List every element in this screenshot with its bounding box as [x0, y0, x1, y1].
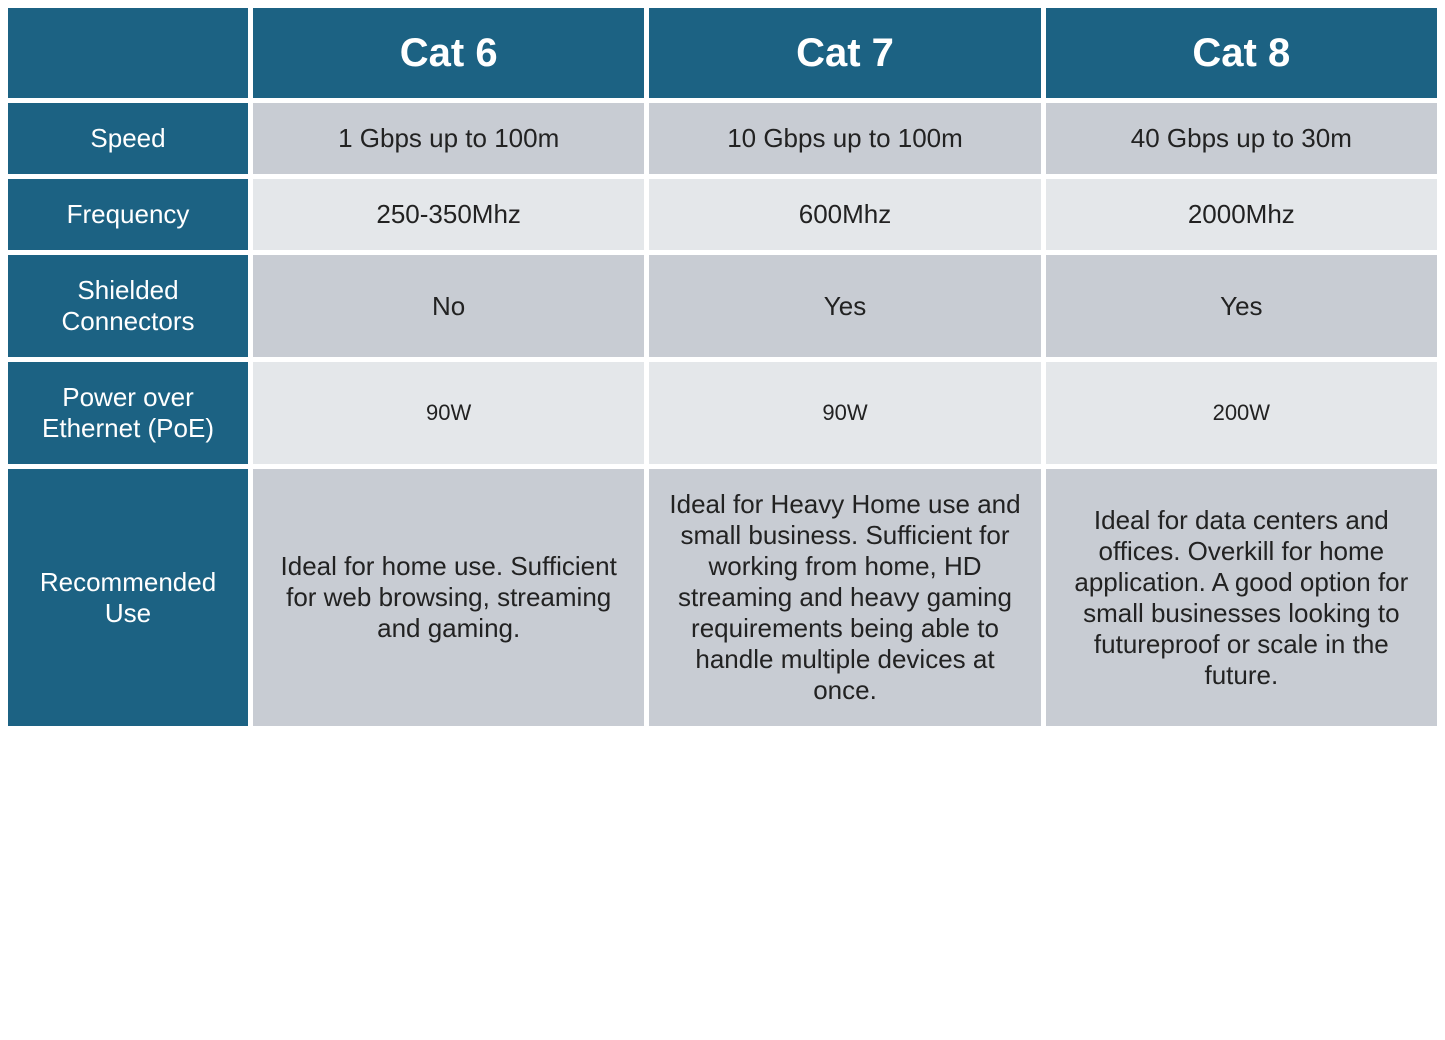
cell-frequency-cat6: 250-350Mhz [253, 179, 644, 250]
comparison-table: Cat 6 Cat 7 Cat 8 Speed 1 Gbps up to 100… [8, 8, 1437, 726]
header-empty-cell [8, 8, 248, 98]
column-header-cat8: Cat 8 [1046, 8, 1437, 98]
cell-poe-cat8: 200W [1046, 362, 1437, 464]
cell-shielded-cat8: Yes [1046, 255, 1437, 357]
cell-speed-cat6: 1 Gbps up to 100m [253, 103, 644, 174]
cell-shielded-cat7: Yes [649, 255, 1040, 357]
column-header-cat6: Cat 6 [253, 8, 644, 98]
row-label-poe: Power over Ethernet (PoE) [8, 362, 248, 464]
cell-recommended-cat8: Ideal for data centers and offices. Over… [1046, 469, 1437, 726]
cell-frequency-cat7: 600Mhz [649, 179, 1040, 250]
row-label-speed: Speed [8, 103, 248, 174]
cell-recommended-cat7: Ideal for Heavy Home use and small busin… [649, 469, 1040, 726]
cell-shielded-cat6: No [253, 255, 644, 357]
row-label-frequency: Frequency [8, 179, 248, 250]
cell-frequency-cat8: 2000Mhz [1046, 179, 1437, 250]
column-header-cat7: Cat 7 [649, 8, 1040, 98]
cell-speed-cat7: 10 Gbps up to 100m [649, 103, 1040, 174]
cell-poe-cat6: 90W [253, 362, 644, 464]
row-label-recommended: Recommended Use [8, 469, 248, 726]
row-label-shielded: Shielded Connectors [8, 255, 248, 357]
cell-speed-cat8: 40 Gbps up to 30m [1046, 103, 1437, 174]
cell-poe-cat7: 90W [649, 362, 1040, 464]
cell-recommended-cat6: Ideal for home use. Sufficient for web b… [253, 469, 644, 726]
